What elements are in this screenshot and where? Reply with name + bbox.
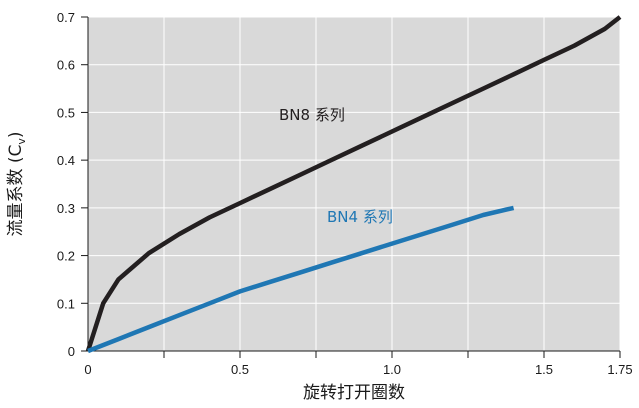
series-line <box>87 205 515 354</box>
x-tick-label: 1.5 <box>535 362 553 377</box>
x-tick-label: 1.75 <box>607 362 632 377</box>
series-lines <box>85 15 622 354</box>
series-labels: BN8 系列 BN4 系列 <box>279 106 393 226</box>
series-line <box>85 15 622 352</box>
y-tick-label: 0 <box>68 344 75 359</box>
y-tick-label: 0.5 <box>57 105 75 120</box>
y-axis-title-subscript: v <box>15 138 28 145</box>
axes <box>87 17 620 352</box>
y-tick-label: 0.6 <box>57 58 75 73</box>
y-axis-title: 流量系数 (Cv) <box>6 131 28 236</box>
x-tick-label: 0 <box>84 362 91 377</box>
y-tick-label: 0.3 <box>57 201 75 216</box>
plot-background <box>88 17 620 351</box>
y-tick-label: 0.4 <box>57 153 75 168</box>
tick-marks: 0 0.5 1.0 1.5 1.75 0 0.1 0.2 0.3 0.4 0.5 0.6 0.7 <box>57 10 633 377</box>
y-tick-label: 0.1 <box>57 296 75 311</box>
y-tick-label: 0.7 <box>57 10 75 25</box>
x-tick-label: 0.5 <box>231 362 249 377</box>
y-axis-title-close: ) <box>6 131 26 138</box>
series-label: BN4 系列 <box>327 208 393 226</box>
y-axis-title-main: 流量系数 (C <box>6 145 26 237</box>
x-tick-label: 1.0 <box>383 362 401 377</box>
y-tick-label: 0.2 <box>57 249 75 264</box>
x-axis-title: 旋转打开圈数 <box>303 383 405 403</box>
series-label: BN8 系列 <box>279 106 345 124</box>
